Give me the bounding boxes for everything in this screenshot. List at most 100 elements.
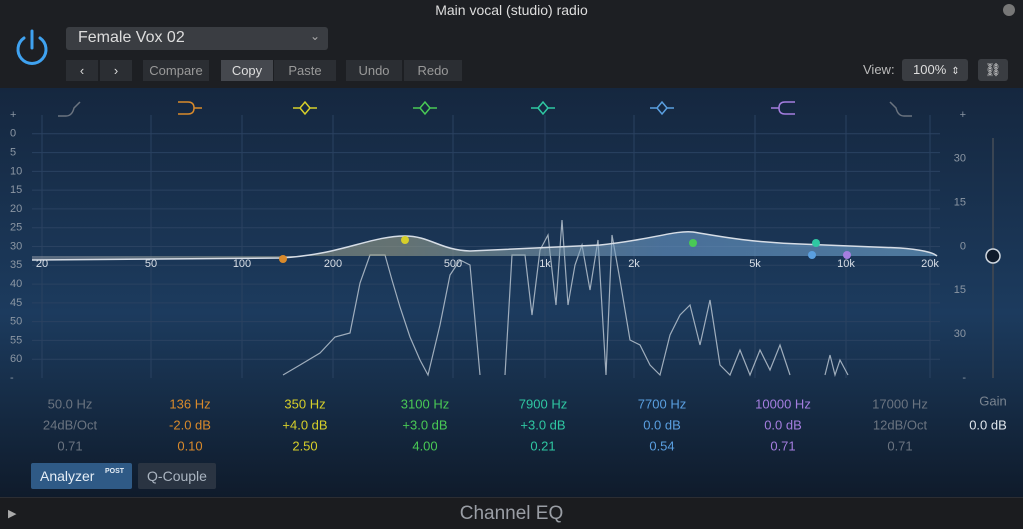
db-scale-label: 35 bbox=[10, 259, 22, 271]
db-scale-label: 55 bbox=[10, 334, 22, 346]
eq-curve bbox=[31, 230, 938, 261]
band-gain[interactable]: -2.0 dB bbox=[169, 417, 211, 432]
db-scale-label: - bbox=[10, 372, 14, 384]
freq-label: 50 bbox=[145, 258, 157, 270]
db-scale-label: 5 bbox=[10, 146, 16, 158]
gain-scale-label: 30 bbox=[954, 153, 966, 165]
band-q[interactable]: 0.71 bbox=[57, 438, 82, 453]
toolbar-button[interactable]: Copy bbox=[221, 60, 273, 81]
band-column: 10000 Hz 0.0 dB 0.71 bbox=[755, 101, 811, 453]
stepper: ⇕ bbox=[951, 66, 960, 77]
band-q[interactable]: 2.50 bbox=[292, 438, 317, 453]
freq-label: 20 bbox=[36, 258, 48, 270]
band-type-icon[interactable] bbox=[178, 101, 202, 115]
band-gain[interactable]: 24dB/Oct bbox=[43, 417, 98, 432]
footer-title: Channel EQ bbox=[459, 503, 564, 524]
band-freq[interactable]: 7700 Hz bbox=[638, 396, 686, 411]
band-handle[interactable] bbox=[812, 239, 820, 247]
link-button[interactable]: ⛓ bbox=[978, 59, 1008, 81]
band-freq[interactable]: 136 Hz bbox=[169, 396, 210, 411]
band-column: 3100 Hz +3.0 dB 4.00 bbox=[401, 100, 449, 453]
gain-scale-label: + bbox=[960, 109, 966, 121]
db-scale-label: + bbox=[10, 109, 16, 121]
freq-label: 2k bbox=[628, 258, 640, 270]
band-handle[interactable] bbox=[843, 251, 851, 259]
next-preset[interactable]: › bbox=[100, 60, 132, 81]
band-q[interactable]: 0.71 bbox=[887, 438, 912, 453]
band-handle[interactable] bbox=[401, 236, 409, 244]
db-scale-label: 45 bbox=[10, 297, 22, 309]
toolbar-button[interactable]: Redo bbox=[404, 60, 462, 81]
band-gain[interactable]: +3.0 dB bbox=[402, 417, 447, 432]
band-column: 7900 Hz +3.0 dB 0.21 bbox=[519, 100, 567, 453]
eq-curve-fill bbox=[32, 231, 937, 260]
band-gain[interactable]: 0.0 dB bbox=[764, 417, 802, 432]
band-type-icon[interactable] bbox=[58, 101, 81, 117]
band-column: 17000 Hz 12dB/Oct 0.71 bbox=[872, 101, 928, 453]
toolbar-button[interactable]: Compare bbox=[143, 60, 209, 81]
band-freq[interactable]: 50.0 Hz bbox=[48, 396, 93, 411]
gain-slider-knob[interactable] bbox=[985, 248, 1001, 264]
db-scale-label: 10 bbox=[10, 165, 22, 177]
db-scale-label: 50 bbox=[10, 316, 22, 328]
band-gain[interactable]: 0.0 dB bbox=[643, 417, 681, 432]
band-freq[interactable]: 7900 Hz bbox=[519, 396, 567, 411]
band-gain[interactable]: +4.0 dB bbox=[282, 417, 327, 432]
band-freq[interactable]: 10000 Hz bbox=[755, 396, 811, 411]
band-column: 350 Hz +4.0 dB 2.50 bbox=[282, 100, 328, 453]
band-q[interactable]: 0.21 bbox=[530, 438, 555, 453]
db-scale-label: 30 bbox=[10, 240, 22, 252]
db-scale-label: 40 bbox=[10, 278, 22, 290]
power-button[interactable] bbox=[12, 28, 52, 68]
band-type-icon[interactable] bbox=[889, 101, 912, 117]
analyzer-button[interactable]: Analyzer POST bbox=[31, 463, 132, 489]
band-freq[interactable]: 3100 Hz bbox=[401, 396, 449, 411]
eq-background bbox=[0, 88, 1023, 497]
band-handle[interactable] bbox=[279, 255, 287, 263]
band-q[interactable]: 0.71 bbox=[770, 438, 795, 453]
band-type-icon[interactable] bbox=[650, 100, 674, 116]
band-q[interactable]: 4.00 bbox=[412, 438, 437, 453]
freq-label: 20k bbox=[921, 258, 939, 270]
window-control[interactable] bbox=[1003, 4, 1015, 16]
preset-menu[interactable]: Female Vox 02 ⌄ bbox=[66, 27, 328, 50]
band-freq[interactable]: 17000 Hz bbox=[872, 396, 928, 411]
db-scale-label: 15 bbox=[10, 184, 22, 196]
band-type-icon[interactable] bbox=[293, 100, 317, 116]
gain-scale-label: 0 bbox=[960, 240, 966, 252]
prev-preset[interactable]: ‹ bbox=[66, 60, 98, 81]
band-column: 7700 Hz 0.0 dB 0.54 bbox=[638, 100, 686, 453]
band-type-icon[interactable] bbox=[413, 100, 437, 116]
band-q[interactable]: 0.54 bbox=[649, 438, 674, 453]
preset-name: Female Vox 02 bbox=[78, 29, 185, 46]
band-handle[interactable] bbox=[689, 239, 697, 247]
freq-label: 500 bbox=[444, 258, 462, 270]
band-q[interactable]: 0.10 bbox=[177, 438, 202, 453]
band-type-icon[interactable] bbox=[771, 101, 795, 115]
disclosure-triangle[interactable]: ▶ bbox=[8, 508, 17, 520]
freq-label: 200 bbox=[324, 258, 342, 270]
band-column: 136 Hz -2.0 dB 0.10 bbox=[169, 101, 211, 453]
view-value: 100% bbox=[913, 62, 947, 77]
freq-label: 1k bbox=[539, 258, 551, 270]
band-gain[interactable]: 12dB/Oct bbox=[873, 417, 928, 432]
toolbar-button[interactable]: Paste bbox=[274, 60, 336, 81]
window-title: Main vocal (studio) radio bbox=[435, 2, 588, 18]
band-handle[interactable] bbox=[808, 251, 816, 259]
analyzer-badge: POST bbox=[105, 468, 125, 475]
band-column: 50.0 Hz 24dB/Oct 0.71 bbox=[43, 101, 98, 453]
db-scale-label: 60 bbox=[10, 353, 22, 365]
db-scale-label: 25 bbox=[10, 222, 22, 234]
gain-scale-label: 15 bbox=[954, 284, 966, 296]
toolbar-button[interactable]: Undo bbox=[346, 60, 402, 81]
db-scale-label: 20 bbox=[10, 203, 22, 215]
freq-label: 5k bbox=[749, 258, 761, 270]
band-gain[interactable]: +3.0 dB bbox=[520, 417, 565, 432]
view-menu[interactable]: 100% ⇕ bbox=[902, 59, 968, 81]
q-couple-button[interactable]: Q-Couple bbox=[138, 463, 216, 489]
band-freq[interactable]: 350 Hz bbox=[284, 396, 325, 411]
gain-value[interactable]: 0.0 dB bbox=[969, 417, 1007, 432]
gain-scale-label: 30 bbox=[954, 328, 966, 340]
band-type-icon[interactable] bbox=[531, 100, 555, 116]
